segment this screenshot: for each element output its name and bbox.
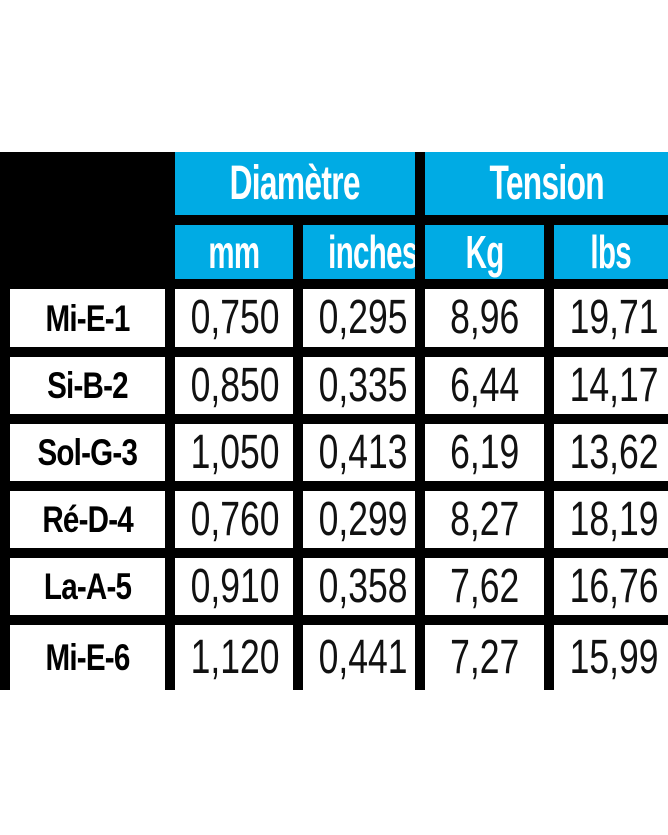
value-inches: 0,295 xyxy=(318,291,408,344)
value-lbs: 16,76 xyxy=(569,559,659,613)
string-name: Si-B-2 xyxy=(47,365,129,406)
value-kg: 8,27 xyxy=(449,492,520,546)
string-name: Mi-E-1 xyxy=(45,297,131,339)
value-kg: 6,19 xyxy=(449,425,520,479)
cell-inches: 0,335 xyxy=(293,347,425,424)
table-row-sol-g-3: Sol-G-3 1,050 0,413 6,19 13,62 xyxy=(0,414,668,491)
value-lbs: 14,17 xyxy=(569,358,659,412)
value-kg: 6,44 xyxy=(449,358,520,412)
string-spec-table: Diamètre Tension mm inches Kg xyxy=(0,152,668,690)
value-lbs: 19,71 xyxy=(569,291,659,344)
cell-mm: 0,760 xyxy=(165,481,303,558)
cell-mm: 0,850 xyxy=(165,347,303,424)
cell-mm: 1,120 xyxy=(165,615,303,690)
cell-kg: 8,27 xyxy=(415,481,554,558)
cell-kg: 6,19 xyxy=(415,414,554,491)
row-label: Sol-G-3 xyxy=(0,414,175,491)
table-row-si-b-2: Si-B-2 0,850 0,335 6,44 14,17 xyxy=(0,347,668,424)
cell-kg: 8,96 xyxy=(415,279,554,357)
row-label: Si-B-2 xyxy=(0,347,175,424)
cell-mm: 0,750 xyxy=(165,279,303,357)
value-mm: 1,050 xyxy=(190,425,280,479)
value-inches: 0,441 xyxy=(318,630,408,684)
value-kg: 8,96 xyxy=(449,291,520,344)
header-mm: mm xyxy=(165,215,303,289)
header-inches: inches xyxy=(293,215,425,289)
value-lbs: 13,62 xyxy=(569,425,659,479)
cell-inches: 0,358 xyxy=(293,548,425,625)
value-mm: 1,120 xyxy=(190,630,280,684)
group-header-row: Diamètre Tension xyxy=(0,152,668,289)
table-wrap: Diamètre Tension mm inches Kg xyxy=(0,152,668,690)
table-row-la-a-5: La-A-5 0,910 0,358 7,62 16,76 xyxy=(0,548,668,625)
corner-block xyxy=(0,152,175,289)
value-inches: 0,413 xyxy=(318,425,408,479)
value-mm: 0,910 xyxy=(190,559,280,613)
cell-inches: 0,295 xyxy=(293,279,425,357)
cell-lbs: 16,76 xyxy=(543,548,668,625)
header-kg: Kg xyxy=(415,215,554,289)
header-diametre: Diamètre xyxy=(165,152,425,225)
row-label: La-A-5 xyxy=(0,548,175,625)
row-label: Ré-D-4 xyxy=(0,481,175,558)
unit-header-row: mm inches Kg lbs xyxy=(5,215,668,289)
cell-inches: 0,413 xyxy=(293,414,425,491)
value-mm: 0,850 xyxy=(190,358,280,412)
cell-lbs: 15,99 xyxy=(543,615,668,690)
cell-lbs: 14,17 xyxy=(543,347,668,424)
string-name: Sol-G-3 xyxy=(37,432,138,473)
value-inches: 0,358 xyxy=(318,559,408,613)
value-mm: 0,760 xyxy=(190,492,280,546)
value-lbs: 15,99 xyxy=(569,630,659,684)
header-inches-label: inches xyxy=(328,226,418,278)
value-inches: 0,299 xyxy=(318,492,408,546)
cell-mm: 1,050 xyxy=(165,414,303,491)
string-name: La-A-5 xyxy=(43,566,132,607)
value-kg: 7,62 xyxy=(449,559,520,613)
cell-mm: 0,910 xyxy=(165,548,303,625)
cell-inches: 0,441 xyxy=(293,615,425,690)
string-name: Mi-E-6 xyxy=(45,637,131,678)
cell-kg: 7,62 xyxy=(415,548,554,625)
header-diametre-label: Diamètre xyxy=(229,156,361,210)
header-kg-label: Kg xyxy=(465,226,505,278)
header-tension: Tension xyxy=(414,152,668,225)
header-lbs: lbs xyxy=(543,215,668,289)
cell-kg: 6,44 xyxy=(415,347,554,424)
cell-kg: 7,27 xyxy=(415,615,554,690)
table-row-mi-e-1: Mi-E-1 0,750 0,295 8,96 19,71 xyxy=(0,279,668,357)
row-label: Mi-E-1 xyxy=(0,279,175,357)
value-lbs: 18,19 xyxy=(569,492,659,546)
header-lbs-label: lbs xyxy=(590,226,632,278)
header-mm-label: mm xyxy=(208,226,260,278)
string-name: Ré-D-4 xyxy=(42,499,133,540)
value-kg: 7,27 xyxy=(449,630,520,684)
table-row-re-d-4: Ré-D-4 0,760 0,299 8,27 18,19 xyxy=(0,481,668,558)
row-label: Mi-E-6 xyxy=(0,615,175,690)
cell-lbs: 19,71 xyxy=(543,279,668,357)
table-row-mi-e-6: Mi-E-6 1,120 0,441 7,27 15,99 xyxy=(0,615,668,690)
header-tension-label: Tension xyxy=(489,156,604,210)
cell-inches: 0,299 xyxy=(293,481,425,558)
cell-lbs: 18,19 xyxy=(543,481,668,558)
value-mm: 0,750 xyxy=(190,291,280,344)
value-inches: 0,335 xyxy=(318,358,408,412)
cell-lbs: 13,62 xyxy=(543,414,668,491)
